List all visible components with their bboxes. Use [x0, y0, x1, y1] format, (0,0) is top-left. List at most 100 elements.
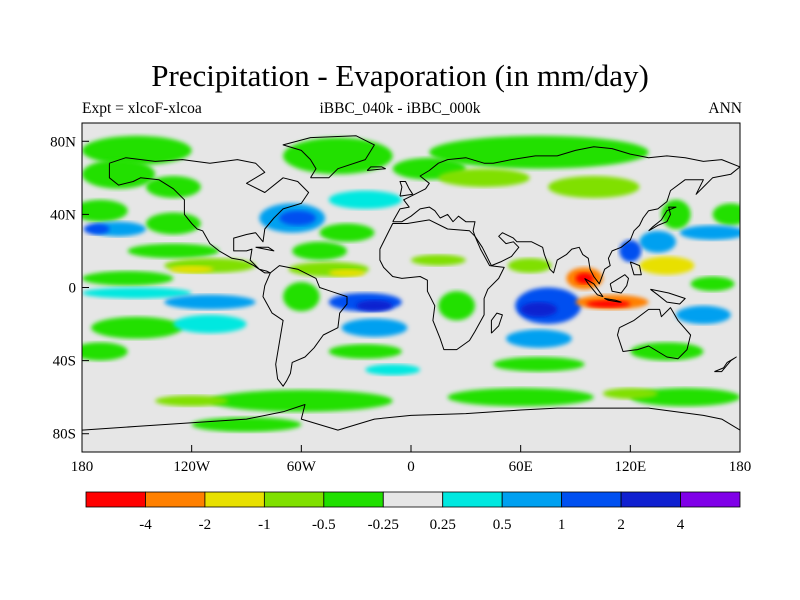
- coastline-layer: [82, 135, 740, 431]
- field-region-2: [429, 135, 649, 169]
- lon-tick-label-0: 180: [71, 459, 94, 475]
- field-region-19: [127, 243, 220, 259]
- field-region-13: [639, 230, 677, 253]
- field-region-33: [328, 344, 402, 359]
- field-region-32: [341, 318, 408, 337]
- coastline-5: [82, 404, 740, 431]
- latitude-axis: 80N 40N 0 40S 80S: [50, 134, 89, 443]
- colorbar-swatch-2: [204, 491, 265, 508]
- field-region-10: [145, 212, 201, 235]
- field-region-58: [283, 282, 320, 312]
- field-region-49: [82, 342, 128, 361]
- field-region-51: [447, 388, 594, 407]
- field-region-31: [356, 300, 393, 312]
- lon-tick-label-1: 120W: [173, 459, 211, 475]
- lat-tick-label-4: 80S: [53, 427, 76, 443]
- field-region-11: [712, 203, 740, 226]
- field-region-37: [506, 329, 572, 348]
- coastline-11: [609, 274, 629, 294]
- field-region-59: [548, 176, 640, 198]
- field-region-39: [507, 258, 552, 273]
- field-region-25: [91, 316, 183, 339]
- coastline-1: [262, 265, 348, 387]
- colorbar-swatch-6: [442, 491, 503, 508]
- field-region-43: [586, 300, 631, 308]
- coastline-14: [714, 356, 737, 373]
- field-region-22: [82, 271, 174, 286]
- colorbar-label-4: -0.25: [368, 517, 399, 533]
- coastline-15: [366, 166, 386, 171]
- field-region-21: [169, 265, 214, 273]
- lat-tick-label-2: 0: [69, 281, 77, 297]
- colorbar-swatch-3: [263, 491, 325, 508]
- field-region-50: [209, 389, 393, 412]
- field-region-17: [328, 190, 402, 209]
- coastline-10: [604, 298, 622, 303]
- field-region-45: [690, 276, 735, 292]
- field-region-57: [411, 254, 466, 266]
- colorbar-label-0: -4: [139, 517, 152, 533]
- coastline-16: [629, 261, 642, 276]
- field-region-34: [365, 364, 421, 376]
- field-region-44: [639, 256, 695, 275]
- colorbar-label-1: -2: [199, 517, 212, 533]
- field-region-14: [661, 199, 691, 230]
- colorbar-swatch-5: [382, 491, 444, 508]
- season-label: ANN: [708, 100, 742, 117]
- colorbar-label-2: -1: [258, 517, 271, 533]
- field-region-46: [619, 239, 642, 262]
- lon-tick-label-6: 180: [729, 459, 752, 475]
- field-region-4: [145, 176, 201, 198]
- colorbar-label-7: 1: [558, 517, 566, 533]
- colorbar-label-8: 2: [617, 517, 625, 533]
- field-region-36: [520, 302, 558, 317]
- lon-tick-label-2: 60W: [287, 459, 317, 475]
- colorbar-swatch-1: [145, 491, 206, 508]
- colorbar-swatch-8: [561, 491, 622, 508]
- colorbar: -4 -2 -1 -0.5 -0.25 0.25 0.5 1 2 4: [85, 491, 741, 533]
- field-region-38: [493, 356, 585, 372]
- lat-tick-label-1: 40N: [50, 207, 76, 223]
- field-region-3: [82, 159, 156, 189]
- lon-tick-label-5: 120E: [614, 459, 646, 475]
- field-region-47: [676, 305, 731, 325]
- field-region-52: [630, 388, 740, 407]
- lon-tick-label-3: 0: [407, 459, 415, 475]
- field-region-56: [438, 291, 475, 321]
- coastline-3: [379, 219, 505, 351]
- lat-tick-label-3: 40S: [53, 354, 76, 370]
- field-region-18: [319, 223, 375, 242]
- field-region-54: [155, 395, 229, 407]
- field-region-7: [82, 199, 128, 222]
- colorbar-swatch-10: [680, 491, 741, 508]
- lon-tick-label-4: 60E: [509, 459, 533, 475]
- colorbar-label-6: 0.5: [493, 517, 512, 533]
- longitude-axis: 180 120W 60W 0 60E 120E 180: [71, 445, 752, 475]
- field-region-9: [83, 223, 110, 235]
- field-region-6: [438, 168, 530, 187]
- colorbar-label-5: 0.25: [430, 517, 456, 533]
- coastline-8: [648, 206, 677, 232]
- coastline-17: [255, 246, 275, 252]
- colorbar-swatch-7: [501, 491, 563, 508]
- field-region-23: [82, 287, 192, 299]
- coastline-7: [399, 181, 414, 197]
- experiment-label: Expt = xlcoF-xlcoa: [82, 100, 202, 117]
- field-region-29: [292, 241, 348, 261]
- coastline-6: [282, 135, 375, 179]
- colorbar-swatch-4: [323, 491, 384, 508]
- lat-tick-label-0: 80N: [50, 134, 76, 150]
- colorbar-swatch-0: [85, 491, 146, 508]
- coastline-4: [617, 307, 692, 360]
- field-region-28: [328, 269, 366, 277]
- field-region-16: [279, 210, 316, 226]
- colorbar-swatch-9: [620, 491, 681, 508]
- map-title: Precipitation - Evaporation (in mm/day): [151, 58, 649, 93]
- coastline-12: [650, 288, 686, 305]
- field-region-26: [173, 314, 247, 334]
- colorbar-label-9: 4: [677, 517, 685, 533]
- coastline-13: [490, 312, 503, 334]
- coastline-2: [392, 146, 740, 285]
- comparison-label: iBBC_040k - iBBC_000k: [319, 100, 481, 117]
